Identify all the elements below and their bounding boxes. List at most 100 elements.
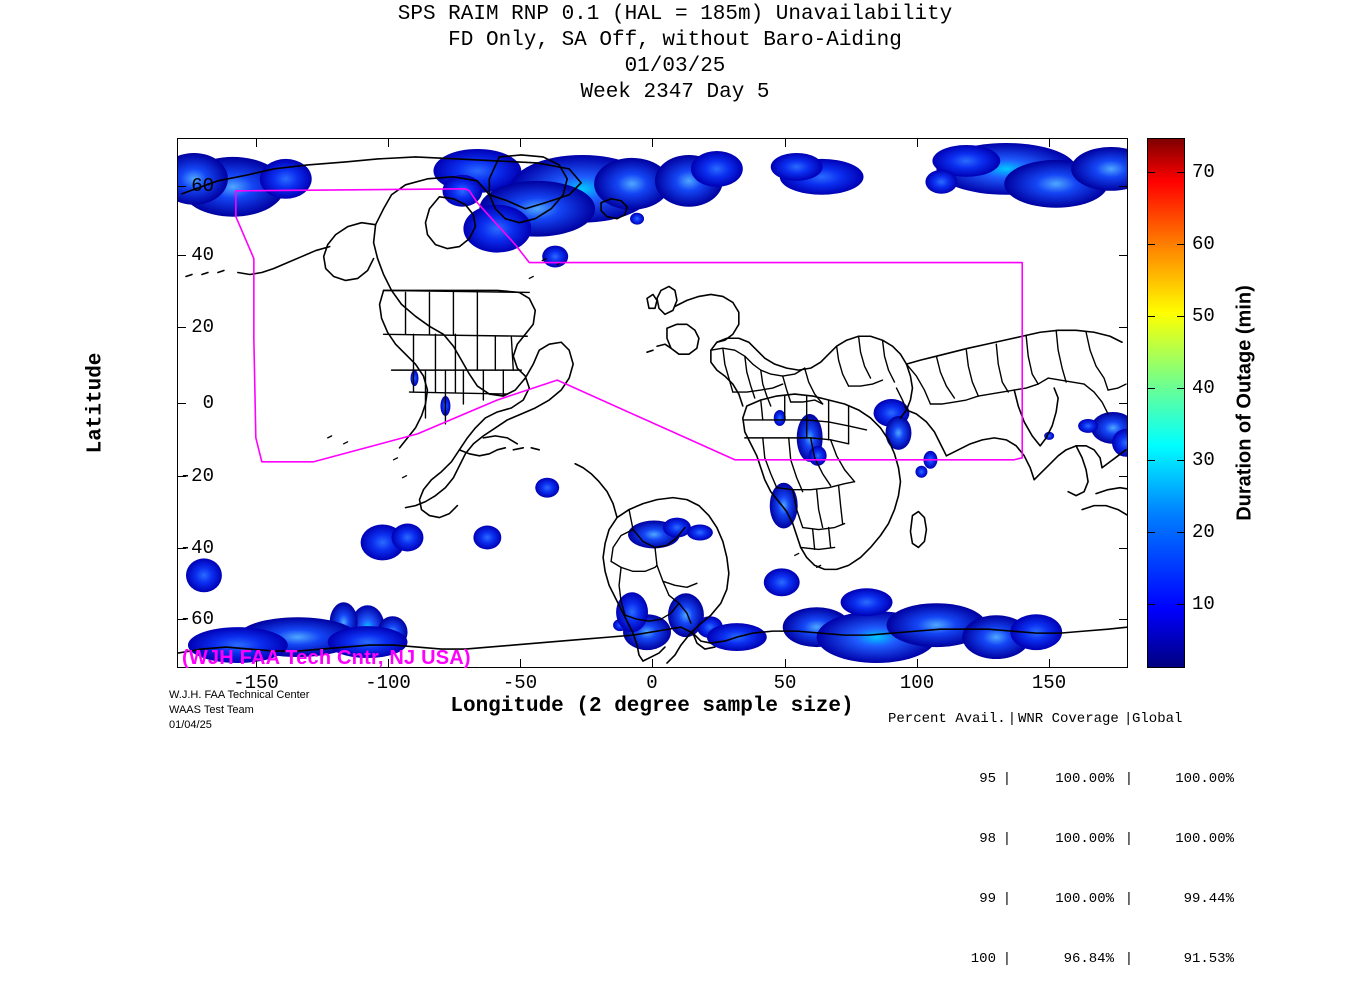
cbtick-label-30: 30 (1192, 449, 1215, 471)
cbtick-mark-right-10 (1177, 604, 1185, 605)
stats-row-sep-1: | (1002, 771, 1012, 787)
stats-header-global: Global (1132, 711, 1183, 727)
cbtick-mark-30 (1147, 460, 1155, 461)
xtick-mark-bottom-100 (917, 659, 918, 668)
xtick-label-0: 0 (646, 672, 658, 694)
stats-cell-wnr: 100.00% (1055, 831, 1114, 847)
xtick-mark-100 (917, 138, 918, 147)
ytick-mark-right-m40 (1119, 548, 1128, 549)
ytick-label-60: 60 (191, 175, 214, 197)
xtick-mark-bottom-0 (652, 659, 653, 668)
cbtick-mark-50 (1147, 316, 1155, 317)
xtick-mark-m150 (256, 138, 257, 147)
stats-table-row: 95 | 100.00% | 100.00% (888, 772, 1234, 787)
ytick-label-m40: -40 (179, 537, 214, 559)
stats-table-row: 98 | 100.00% | 100.00% (888, 832, 1234, 847)
ytick-mark-m40 (177, 548, 186, 549)
cbtick-label-10: 10 (1192, 593, 1215, 615)
stats-row-sep-2: | (1124, 891, 1134, 907)
ytick-mark-right-0 (1119, 403, 1128, 404)
cbtick-mark-20 (1147, 532, 1155, 533)
stats-table-header-row: Percent Avail. | WNR Coverage |Global (888, 712, 1234, 727)
xtick-mark-m50 (520, 138, 521, 147)
xtick-mark-bottom-m50 (520, 659, 521, 668)
stats-cell-wnr: 100.00% (1055, 891, 1114, 907)
ytick-mark-right-20 (1119, 327, 1128, 328)
ytick-mark-0 (177, 403, 186, 404)
cbtick-mark-right-20 (1177, 532, 1185, 533)
stats-row-sep-1: | (1002, 831, 1012, 847)
title-line-2: FD Only, SA Off, without Baro-Aiding (448, 29, 902, 52)
colorbar-title: Duration of Outage (min) (1233, 285, 1256, 521)
xtick-label-m100: -100 (365, 672, 411, 694)
title-line-4-week-day: Week 2347 Day 5 (580, 81, 770, 104)
stats-header-percent-avail: Percent Avail. (888, 711, 1006, 727)
stats-cell-wnr: 100.00% (1055, 771, 1114, 787)
ytick-label-20: 20 (191, 316, 214, 338)
stats-cell-global: 100.00% (1175, 771, 1234, 787)
credit-line-organization: W.J.H. FAA Technical Center (169, 689, 310, 701)
stats-table-row: 99 | 100.00% | 99.44% (888, 892, 1234, 907)
colorbar (1147, 138, 1185, 668)
cbtick-label-40: 40 (1192, 377, 1215, 399)
credit-block: W.J.H. FAA Technical Center WAAS Test Te… (169, 688, 309, 733)
watermark-text: (WJH FAA Tech Cntr, NJ USA) (182, 647, 471, 669)
stats-table-row: 100 | 96.84% | 91.53% (888, 952, 1234, 967)
stats-cell-percent: 98 (979, 831, 996, 847)
xtick-label-m50: -50 (502, 672, 538, 694)
cbtick-mark-60 (1147, 244, 1155, 245)
stats-header-wnr-coverage: WNR Coverage (1018, 711, 1119, 727)
stats-cell-wnr: 96.84% (1063, 951, 1114, 967)
stats-cell-percent: 99 (979, 891, 996, 907)
cbtick-mark-right-40 (1177, 388, 1185, 389)
ytick-label-40: 40 (191, 244, 214, 266)
coastlines (178, 154, 1127, 664)
xtick-mark-150 (1049, 138, 1050, 147)
availability-stats-table: Percent Avail. | WNR Coverage |Global 95 | 10… (888, 682, 1234, 982)
ytick-mark-40 (177, 255, 186, 256)
credit-line-date: 01/04/25 (169, 719, 212, 731)
xtick-label-150: 150 (1031, 672, 1067, 694)
xtick-label-m150: -150 (233, 672, 279, 694)
y-axis-title: Latitude (84, 352, 108, 454)
stats-row-sep-1: | (1002, 951, 1012, 967)
chart-title-block: SPS RAIM RNP 0.1 (HAL = 185m) Unavailabi… (0, 2, 1350, 106)
stats-row-sep-1: | (1002, 891, 1012, 907)
stats-cell-global: 100.00% (1175, 831, 1234, 847)
cbtick-mark-10 (1147, 604, 1155, 605)
xtick-mark-bottom-m100 (388, 659, 389, 668)
stats-header-sep-1: | (1007, 711, 1017, 727)
stats-header-sep-2: | (1124, 711, 1133, 727)
ytick-mark-right-40 (1119, 255, 1128, 256)
title-line-1: SPS RAIM RNP 0.1 (HAL = 185m) Unavailabi… (397, 3, 953, 26)
ytick-mark-m60 (177, 619, 186, 620)
cbtick-mark-70 (1147, 172, 1155, 173)
xtick-label-100: 100 (899, 672, 935, 694)
ytick-mark-right-m60 (1119, 619, 1128, 620)
wnr-coverage-polygon (235, 188, 1024, 463)
xtick-mark-bottom-m150 (256, 659, 257, 668)
world-map-svg (178, 142, 1127, 664)
cbtick-mark-right-60 (1177, 244, 1185, 245)
stats-row-sep-2: | (1124, 771, 1134, 787)
stats-cell-percent: 100 (970, 951, 996, 967)
ytick-mark-m20 (177, 476, 186, 477)
ytick-mark-right-m20 (1119, 476, 1128, 477)
xtick-mark-0 (652, 138, 653, 147)
ytick-label-m20: -20 (179, 465, 214, 487)
ytick-label-0: 0 (202, 392, 214, 414)
xtick-mark-m100 (388, 138, 389, 147)
cbtick-mark-right-70 (1177, 172, 1185, 173)
stats-cell-percent: 95 (979, 771, 996, 787)
stats-row-sep-2: | (1124, 951, 1134, 967)
cbtick-mark-right-50 (1177, 316, 1185, 317)
stats-row-sep-2: | (1124, 831, 1134, 847)
cbtick-mark-40 (1147, 388, 1155, 389)
xtick-mark-bottom-150 (1049, 659, 1050, 668)
stats-cell-global: 91.53% (1183, 951, 1234, 967)
map-plot-area (177, 138, 1128, 668)
ytick-label-m60: -60 (179, 608, 214, 630)
cbtick-mark-right-30 (1177, 460, 1185, 461)
xtick-mark-50 (785, 138, 786, 147)
ytick-mark-60 (177, 186, 186, 187)
